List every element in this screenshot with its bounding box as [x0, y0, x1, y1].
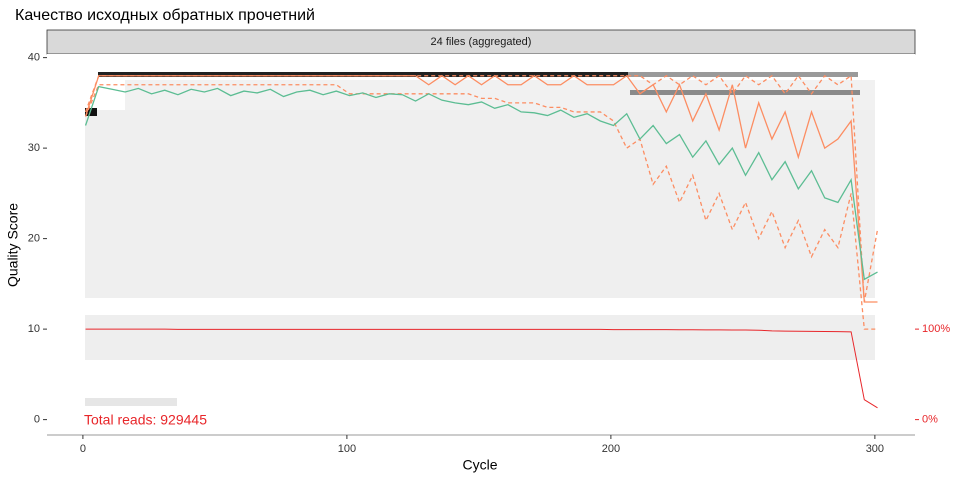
x-tick-label: 200: [602, 443, 620, 455]
strip: [46, 29, 916, 55]
x-tick-label: 0: [80, 443, 86, 455]
y-tick-label: 0: [34, 414, 40, 426]
annotation: Total reads: 929445: [84, 412, 207, 428]
y-tick-label: 20: [28, 233, 40, 245]
x-tick-label: 100: [338, 443, 356, 455]
y-tick-label: 30: [28, 142, 40, 154]
series-line: [84, 74, 878, 303]
strip-label: 24 files (aggregated): [431, 36, 532, 48]
y2-tick-label: 0%: [922, 414, 938, 426]
y-axis-label: Quality Score: [5, 203, 21, 287]
heatmap-background: [85, 72, 875, 406]
series-line: [84, 85, 878, 281]
chart-title: Качество исходных обратных прочетний: [15, 7, 315, 24]
y-tick-label: 40: [28, 52, 40, 64]
y2-tick-label: 100%: [922, 323, 950, 335]
x-tick-label: 300: [866, 443, 884, 455]
y-tick-label: 10: [28, 323, 40, 335]
x-axis-label: Cycle: [462, 457, 497, 473]
series-line: [85, 328, 878, 409]
series-line: [84, 84, 878, 330]
